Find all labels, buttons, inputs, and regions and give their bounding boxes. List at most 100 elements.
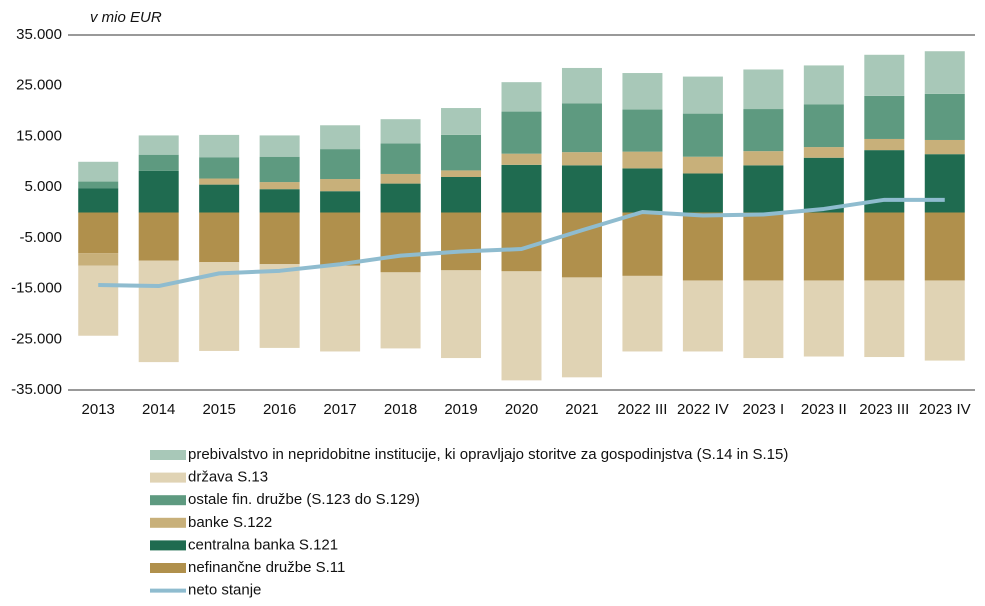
bar-segment bbox=[924, 280, 965, 361]
line bbox=[98, 197, 945, 289]
bar-segment bbox=[561, 212, 602, 278]
bar-segment bbox=[803, 212, 844, 281]
bar-segment bbox=[622, 73, 663, 110]
bar-segment bbox=[380, 272, 421, 349]
bar-segment bbox=[743, 69, 784, 110]
bar-segment bbox=[561, 165, 602, 213]
chart-title: v mio EUR bbox=[90, 9, 162, 26]
bar-segment bbox=[924, 93, 965, 140]
bar-segment bbox=[561, 67, 602, 104]
bar-segment bbox=[622, 275, 663, 352]
legend-label: neto stanje bbox=[188, 582, 261, 599]
bar-segment bbox=[199, 157, 240, 179]
bar-segment bbox=[803, 280, 844, 357]
bar-segment bbox=[501, 111, 542, 154]
bar-segment bbox=[320, 265, 361, 352]
bar-segment bbox=[682, 212, 723, 281]
bar-segment bbox=[320, 149, 361, 180]
x-tick-label: 2018 bbox=[384, 401, 417, 418]
y-tick-label: -25.000 bbox=[11, 330, 62, 347]
bar-segment bbox=[259, 182, 300, 190]
bar-segment bbox=[441, 270, 482, 359]
y-tick-label: -35.000 bbox=[11, 381, 62, 398]
bar-segment bbox=[78, 161, 119, 182]
bar-segment bbox=[320, 125, 361, 150]
x-tick-label: 2022 IV bbox=[677, 401, 729, 418]
bar-segment bbox=[441, 108, 482, 135]
x-tick-label: 2023 II bbox=[801, 401, 847, 418]
y-tick-label: 25.000 bbox=[16, 77, 62, 94]
x-tick-label: 2016 bbox=[263, 401, 296, 418]
bar-segment bbox=[561, 103, 602, 153]
bar-segment bbox=[743, 151, 784, 166]
bar-segment bbox=[78, 188, 119, 213]
legend-label: banke S.122 bbox=[188, 514, 272, 531]
legend-label: država S.13 bbox=[188, 469, 268, 486]
bar-segment bbox=[501, 164, 542, 213]
x-tick-label: 2015 bbox=[202, 401, 235, 418]
legend-swatch bbox=[150, 450, 186, 460]
bar-segment bbox=[138, 260, 179, 363]
bar-segment bbox=[924, 154, 965, 213]
x-tick-label: 2023 IV bbox=[919, 401, 971, 418]
legend-label: centralna banka S.121 bbox=[188, 536, 338, 553]
bar-segment bbox=[743, 109, 784, 152]
x-tick-label: 2022 III bbox=[617, 401, 667, 418]
bar-segment bbox=[320, 179, 361, 192]
bar-segment bbox=[320, 212, 361, 266]
bar-segment bbox=[682, 113, 723, 157]
bar-segment bbox=[743, 212, 784, 281]
bar-segment bbox=[320, 191, 361, 213]
bar-segment bbox=[864, 138, 905, 151]
bar-segment bbox=[501, 153, 542, 165]
legend-swatch bbox=[150, 517, 186, 528]
bar-segment bbox=[259, 156, 300, 183]
y-tick-label: -5.000 bbox=[19, 229, 62, 246]
bar-segment bbox=[682, 173, 723, 213]
x-tick-label: 2017 bbox=[323, 401, 356, 418]
bar-segment bbox=[259, 189, 300, 213]
bar-segment bbox=[380, 183, 421, 213]
x-tick-label: 2019 bbox=[444, 401, 477, 418]
y-tick-label: 5.000 bbox=[24, 178, 62, 195]
bar-segment bbox=[561, 152, 602, 166]
legend-label: prebivalstvo in nepridobitne institucije… bbox=[188, 446, 788, 463]
x-tick-label: 2021 bbox=[565, 401, 598, 418]
bar-segment bbox=[622, 151, 663, 169]
bar-segment bbox=[864, 95, 905, 139]
bar-segment bbox=[380, 212, 421, 273]
bar-segment bbox=[78, 253, 119, 266]
bar-segment bbox=[743, 280, 784, 359]
bar-segment bbox=[682, 280, 723, 352]
bar-segment bbox=[622, 168, 663, 213]
bar-segment bbox=[441, 170, 482, 177]
x-tick-label: 2020 bbox=[505, 401, 538, 418]
y-tick-label: 15.000 bbox=[16, 127, 62, 144]
bar-segment bbox=[501, 271, 542, 381]
bar-segment bbox=[743, 165, 784, 213]
legend-swatch bbox=[150, 563, 186, 573]
bar-segment bbox=[622, 109, 663, 152]
bar-segment bbox=[924, 212, 965, 281]
bar-segment bbox=[682, 156, 723, 174]
bar-segment bbox=[501, 82, 542, 112]
bar-segment bbox=[803, 104, 844, 148]
bar-segment bbox=[864, 54, 905, 96]
x-tick-label: 2023 I bbox=[743, 401, 785, 418]
bar-segment bbox=[864, 280, 905, 358]
legend-swatch bbox=[150, 472, 186, 483]
bar-segment bbox=[199, 212, 240, 263]
bar-segment bbox=[259, 212, 300, 265]
x-tick-label: 2013 bbox=[82, 401, 115, 418]
bar-segment bbox=[259, 135, 300, 157]
legend-swatch bbox=[150, 540, 186, 551]
x-tick-label: 2023 III bbox=[859, 401, 909, 418]
y-tick-label: -15.000 bbox=[11, 280, 62, 297]
bar-segment bbox=[138, 154, 179, 171]
bar-segment bbox=[682, 76, 723, 114]
bar-segment bbox=[441, 134, 482, 171]
legend-label: ostale fin. družbe (S.123 do S.129) bbox=[188, 491, 420, 508]
bar-segment bbox=[380, 173, 421, 184]
bar-segment bbox=[199, 178, 240, 185]
